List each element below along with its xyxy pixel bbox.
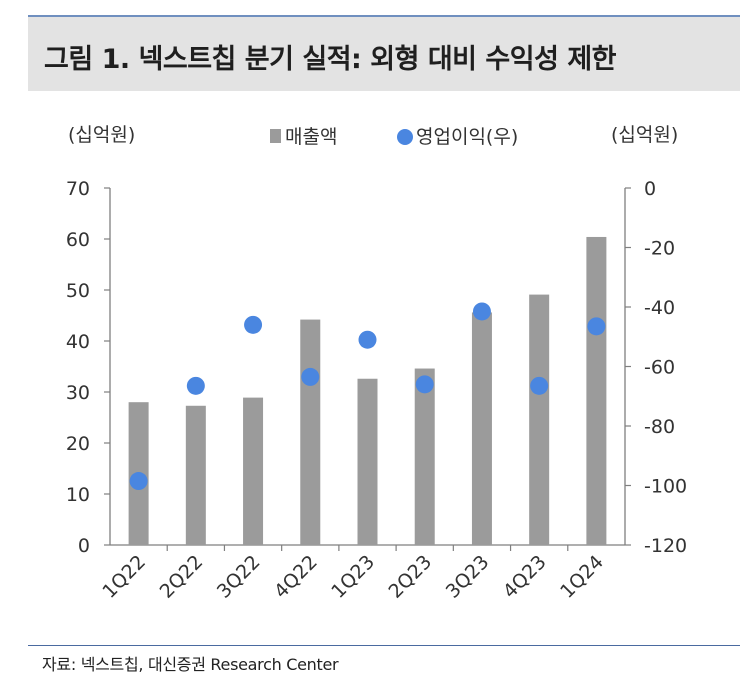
figure-title: 그림 1. 넥스트칩 분기 실적: 외형 대비 수익성 제한 bbox=[44, 44, 617, 75]
bar-revenue bbox=[586, 236, 607, 545]
x-tick-label: 1Q23 bbox=[327, 551, 379, 603]
dot-operating-profit bbox=[587, 317, 606, 336]
right-tick-label: -120 bbox=[644, 535, 687, 557]
x-tick-label: 2Q23 bbox=[384, 551, 436, 603]
right-tick-label: 0 bbox=[644, 178, 656, 200]
left-axis-unit: (십억원) bbox=[68, 124, 135, 146]
x-tick-label: 4Q22 bbox=[270, 551, 322, 603]
left-tick-label: 10 bbox=[66, 484, 90, 506]
dot-operating-profit bbox=[129, 472, 148, 491]
figure-title-box: 그림 1. 넥스트칩 분기 실적: 외형 대비 수익성 제한 bbox=[28, 15, 740, 91]
bar-revenue bbox=[529, 294, 550, 545]
dot-operating-profit bbox=[472, 302, 491, 321]
right-tick-label: -40 bbox=[644, 297, 675, 319]
legend-bar-label: 매출액 bbox=[285, 126, 337, 148]
left-tick-label: 0 bbox=[78, 535, 90, 557]
bar-revenue bbox=[357, 378, 378, 545]
bar-revenue bbox=[471, 312, 492, 545]
bar-revenue bbox=[414, 368, 435, 545]
left-tick-label: 50 bbox=[66, 280, 90, 302]
right-tick-label: -60 bbox=[644, 357, 675, 379]
left-tick-label: 60 bbox=[66, 229, 90, 251]
right-tick-label: -20 bbox=[644, 238, 675, 260]
dot-operating-profit bbox=[358, 330, 377, 349]
bar-revenue bbox=[185, 405, 206, 545]
bar-revenue bbox=[300, 319, 321, 545]
x-tick-label: 3Q22 bbox=[213, 551, 265, 603]
right-tick-label: -80 bbox=[644, 416, 675, 438]
right-tick-label: -100 bbox=[644, 476, 687, 498]
legend-dot-label: 영업이익(우) bbox=[416, 126, 518, 148]
footer-divider bbox=[28, 645, 740, 646]
x-tick-label: 3Q23 bbox=[442, 551, 494, 603]
x-tick-label: 1Q24 bbox=[556, 551, 608, 603]
x-tick-label: 1Q22 bbox=[98, 551, 150, 603]
left-tick-label: 40 bbox=[66, 331, 90, 353]
dot-operating-profit bbox=[530, 376, 549, 395]
x-tick-label: 4Q23 bbox=[499, 551, 551, 603]
dot-operating-profit bbox=[301, 367, 320, 386]
dot-operating-profit bbox=[415, 375, 434, 394]
left-tick-label: 70 bbox=[66, 178, 90, 200]
legend-dot-swatch bbox=[397, 129, 413, 145]
left-tick-label: 20 bbox=[66, 433, 90, 455]
legend-bar-swatch bbox=[270, 129, 281, 143]
dot-operating-profit bbox=[244, 315, 263, 334]
bar-revenue bbox=[243, 397, 264, 545]
x-tick-label: 2Q22 bbox=[156, 551, 208, 603]
source-note: 자료: 넥스트칩, 대신증권 Research Center bbox=[42, 655, 339, 674]
dot-operating-profit bbox=[186, 376, 205, 395]
left-tick-label: 30 bbox=[66, 382, 90, 404]
right-axis-unit: (십억원) bbox=[611, 124, 678, 146]
